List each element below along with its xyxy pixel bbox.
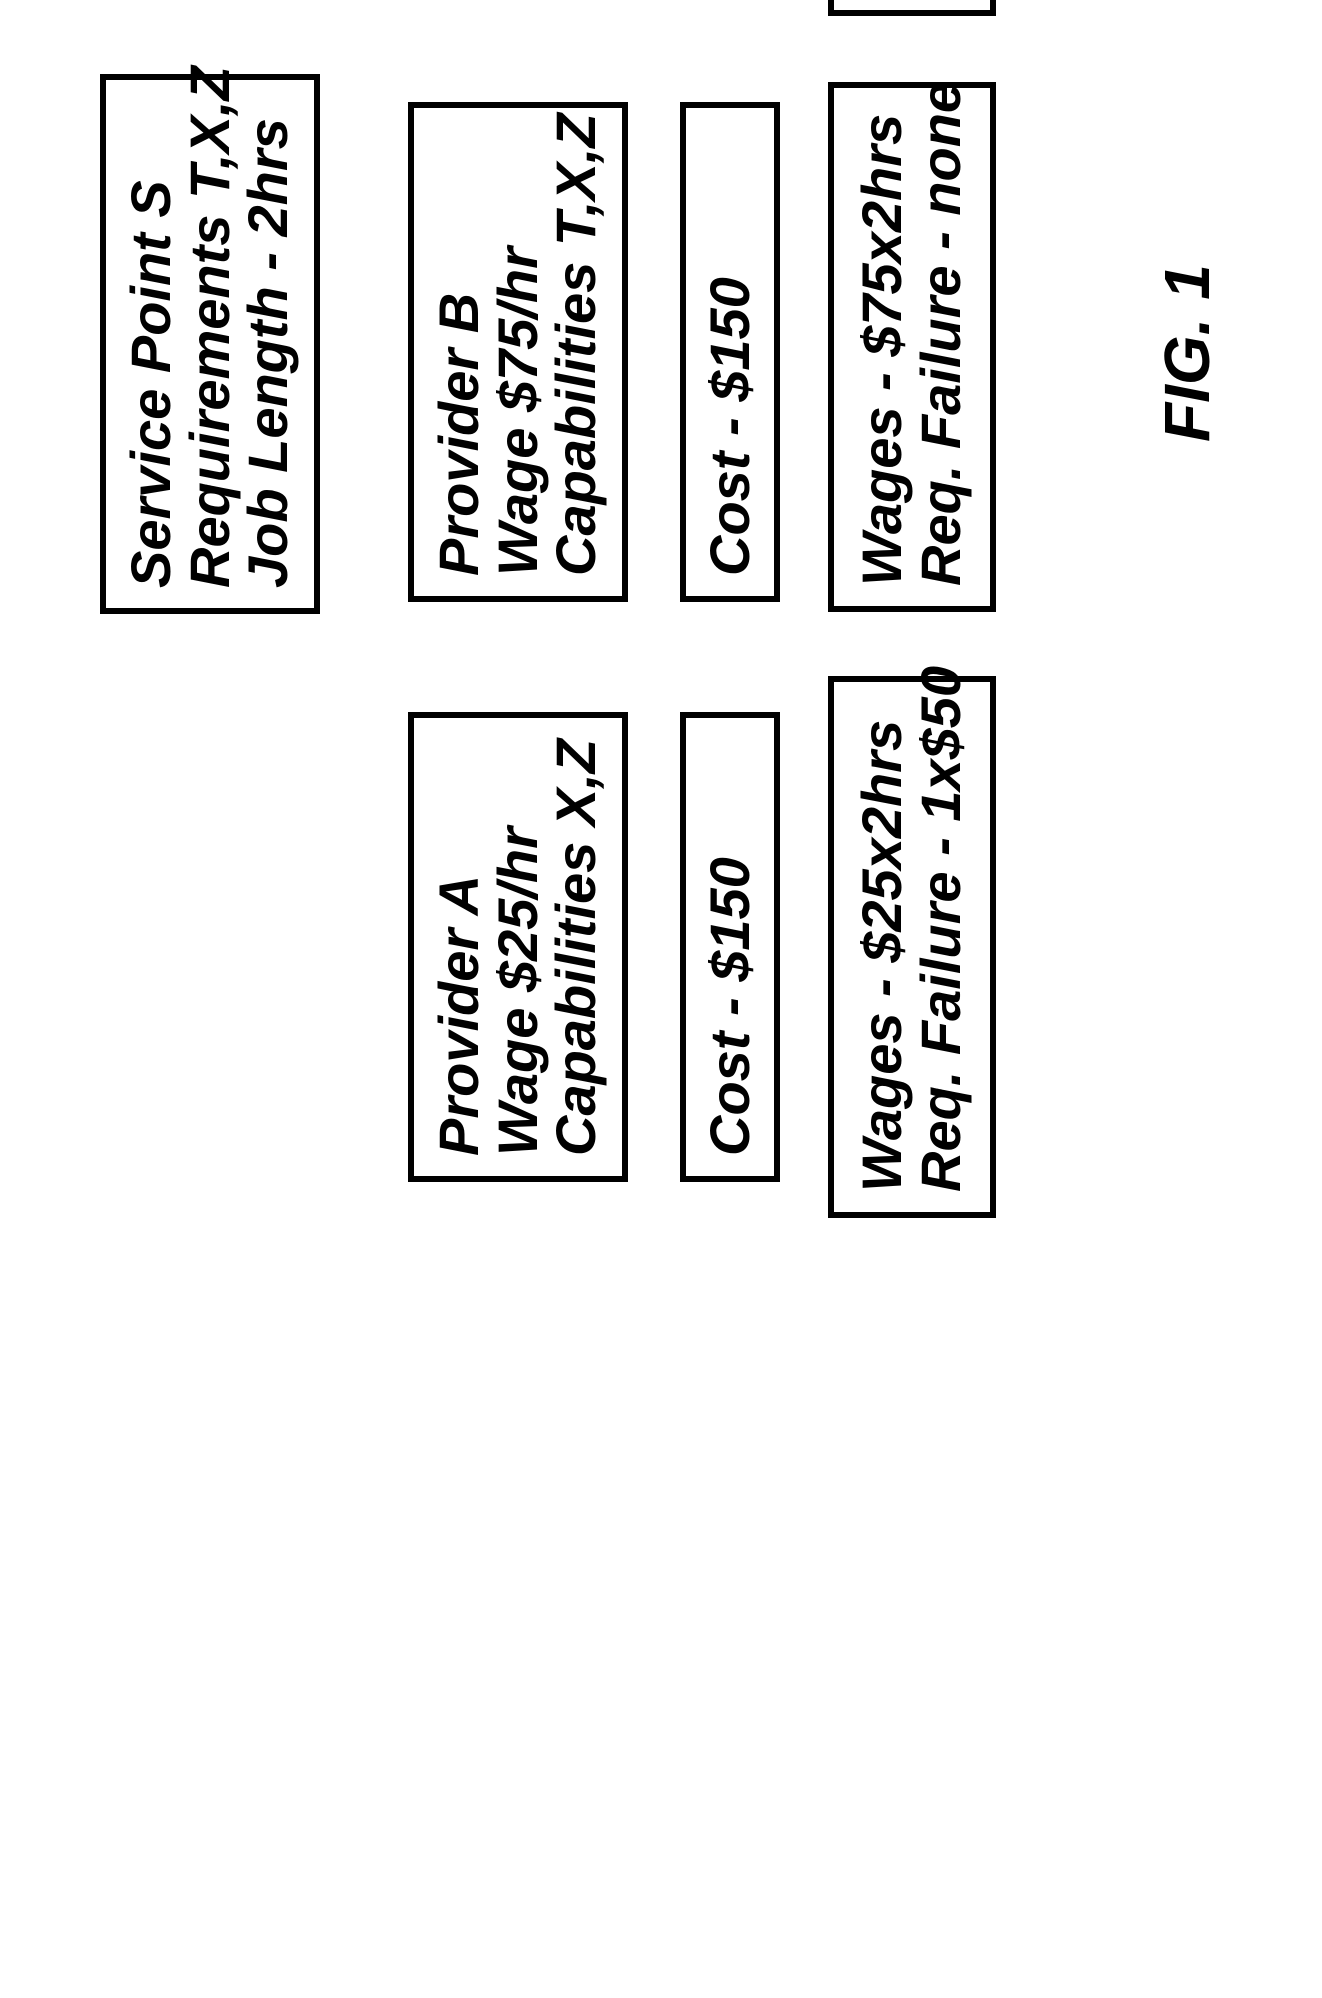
- provider-b-cost: Cost - $150: [701, 128, 760, 576]
- provider-a-line-1: Provider A: [430, 738, 489, 1156]
- provider-b-wages: Wages - $75x2hrs: [853, 108, 912, 586]
- provider-a-box: Provider A Wage $25/hr Capabilities X,Z: [408, 712, 628, 1182]
- service-line-3: Job Length - 2hrs: [239, 100, 298, 588]
- provider-c-detail-box: Wages - $15x2hrs Req. Failure - 2x$50: [828, 0, 996, 16]
- provider-a-detail-box: Wages - $25x2hrs Req. Failure - 1x$50: [828, 676, 996, 1218]
- provider-a-wages: Wages - $25x2hrs: [853, 702, 912, 1192]
- provider-a-line-2: Wage $25/hr: [489, 738, 548, 1156]
- provider-b-cost-box: Cost - $150: [680, 102, 780, 602]
- provider-b-detail-box: Wages - $75x2hrs Req. Failure - none: [828, 82, 996, 612]
- service-line-1: Service Point S: [122, 100, 181, 588]
- service-point-box: Service Point S Requirements T,X,Z Job L…: [100, 74, 320, 614]
- provider-a-cost: Cost - $150: [701, 738, 760, 1156]
- provider-b-line-1: Provider B: [430, 128, 489, 576]
- provider-a-failure: Req. Failure - 1x$50: [912, 702, 971, 1192]
- service-line-2: Requirements T,X,Z: [181, 100, 240, 588]
- figure-label: FIG. 1: [1150, 264, 1224, 442]
- provider-b-line-3: Capabilities T,X,Z: [547, 128, 606, 576]
- diagram-inner: Service Point S Requirements T,X,Z Job L…: [0, 0, 1322, 1322]
- rotated-canvas: Service Point S Requirements T,X,Z Job L…: [0, 0, 1322, 1322]
- provider-b-box: Provider B Wage $75/hr Capabilities T,X,…: [408, 102, 628, 602]
- provider-b-line-2: Wage $75/hr: [489, 128, 548, 576]
- provider-a-cost-box: Cost - $150: [680, 712, 780, 1182]
- provider-a-line-3: Capabilities X,Z: [547, 738, 606, 1156]
- provider-b-failure: Req. Failure - none: [912, 108, 971, 586]
